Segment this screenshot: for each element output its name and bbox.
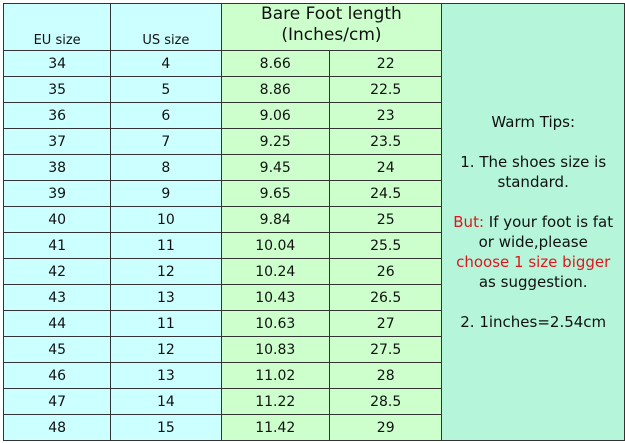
- header-us-size: US size: [110, 3, 222, 51]
- cell-foot-cm: 28: [328, 362, 443, 389]
- cell-foot-inches: 9.45: [220, 154, 330, 181]
- cell-us-size: 5: [110, 76, 222, 103]
- table-row: 37 7 9.25 23.5: [2, 128, 625, 155]
- cell-us-size: 12: [110, 258, 222, 285]
- cell-foot-cm: 23: [328, 102, 443, 129]
- cell-eu-size: 37: [2, 128, 112, 155]
- cell-us-size: 15: [110, 414, 222, 441]
- tip-text-end: as suggestion.: [478, 273, 588, 291]
- table-row: 34 4 8.66 22: [2, 50, 625, 77]
- header-row: EU size US size Bare Foot length (Inches…: [2, 3, 625, 441]
- cell-us-size: 13: [110, 362, 222, 389]
- cell-foot-inches: 10.04: [220, 232, 330, 259]
- cell-us-size: 14: [110, 388, 222, 415]
- header-foot-length-line1: Bare Foot length: [261, 4, 402, 24]
- tips-title: Warm Tips:: [491, 113, 575, 131]
- cell-foot-cm: 25: [328, 206, 443, 233]
- table-row: 42 12 10.24 26: [2, 258, 625, 285]
- table-row: 38 8 9.45 24: [2, 154, 625, 181]
- cell-foot-inches: 9.06: [220, 102, 330, 129]
- cell-foot-inches: 10.83: [220, 336, 330, 363]
- cell-us-size: 11: [110, 310, 222, 337]
- cell-eu-size: 36: [2, 102, 112, 129]
- table-row: 46 13 11.02 28: [2, 362, 625, 389]
- cell-foot-inches: 11.42: [220, 414, 330, 441]
- cell-foot-cm: 24.5: [328, 180, 443, 207]
- cell-foot-cm: 27.5: [328, 336, 443, 363]
- table-row: 43 13 10.43 26.5: [2, 284, 625, 311]
- cell-us-size: 8: [110, 154, 222, 181]
- tip-conversion: 2. 1inches=2.54cm: [460, 313, 607, 331]
- table-row: 35 5 8.86 22.5: [2, 76, 625, 103]
- cell-foot-inches: 8.86: [220, 76, 330, 103]
- cell-eu-size: 38: [2, 154, 112, 181]
- cell-foot-cm: 29: [328, 414, 443, 441]
- cell-us-size: 11: [110, 232, 222, 259]
- cell-eu-size: 34: [2, 50, 112, 77]
- header-foot-length: Bare Foot length (Inches/cm): [220, 3, 443, 51]
- header-eu-size: EU size: [2, 3, 112, 51]
- cell-foot-inches: 8.66: [220, 50, 330, 77]
- cell-foot-inches: 9.84: [220, 206, 330, 233]
- cell-eu-size: 46: [2, 362, 112, 389]
- cell-us-size: 10: [110, 206, 222, 233]
- table-row: 39 9 9.65 24.5: [2, 180, 625, 207]
- cell-foot-inches: 10.43: [220, 284, 330, 311]
- cell-foot-cm: 26: [328, 258, 443, 285]
- cell-foot-cm: 23.5: [328, 128, 443, 155]
- cell-foot-cm: 25.5: [328, 232, 443, 259]
- cell-foot-cm: 24: [328, 154, 443, 181]
- cell-foot-cm: 22: [328, 50, 443, 77]
- but-label: But:: [453, 213, 484, 231]
- cell-us-size: 6: [110, 102, 222, 129]
- tip-standard-size: 1. The shoes size is standard.: [460, 153, 607, 191]
- cell-us-size: 9: [110, 180, 222, 207]
- tip-highlight: choose 1 size bigger: [456, 253, 611, 271]
- cell-foot-cm: 26.5: [328, 284, 443, 311]
- cell-eu-size: 39: [2, 180, 112, 207]
- cell-foot-inches: 9.25: [220, 128, 330, 155]
- cell-eu-size: 45: [2, 336, 112, 363]
- cell-eu-size: 42: [2, 258, 112, 285]
- cell-eu-size: 44: [2, 310, 112, 337]
- cell-eu-size: 40: [2, 206, 112, 233]
- table-row: 44 11 10.63 27: [2, 310, 625, 337]
- table-row: 48 15 11.42 29: [2, 414, 625, 441]
- tip-text: If your foot is fat or wide,please: [478, 213, 614, 251]
- cell-eu-size: 48: [2, 414, 112, 441]
- cell-foot-inches: 10.24: [220, 258, 330, 285]
- cell-foot-inches: 11.22: [220, 388, 330, 415]
- header-foot-length-line2: (Inches/cm): [281, 25, 382, 45]
- cell-us-size: 4: [110, 50, 222, 77]
- table-row: 47 14 11.22 28.5: [2, 388, 625, 415]
- warm-tips-panel: Warm Tips: 1. The shoes size is standard…: [441, 3, 625, 441]
- cell-eu-size: 47: [2, 388, 112, 415]
- cell-us-size: 7: [110, 128, 222, 155]
- cell-foot-cm: 22.5: [328, 76, 443, 103]
- cell-eu-size: 35: [2, 76, 112, 103]
- cell-eu-size: 41: [2, 232, 112, 259]
- table-row: 40 10 9.84 25: [2, 206, 625, 233]
- cell-us-size: 13: [110, 284, 222, 311]
- cell-foot-inches: 9.65: [220, 180, 330, 207]
- cell-foot-inches: 10.63: [220, 310, 330, 337]
- table-row: 36 6 9.06 23: [2, 102, 625, 129]
- tip-size-bigger: But: If your foot is fat or wide,please c…: [444, 212, 622, 292]
- cell-foot-cm: 28.5: [328, 388, 443, 415]
- cell-us-size: 12: [110, 336, 222, 363]
- size-chart-table: EU size US size Bare Foot length (Inches…: [2, 3, 625, 441]
- cell-eu-size: 43: [2, 284, 112, 311]
- cell-foot-cm: 27: [328, 310, 443, 337]
- cell-foot-inches: 11.02: [220, 362, 330, 389]
